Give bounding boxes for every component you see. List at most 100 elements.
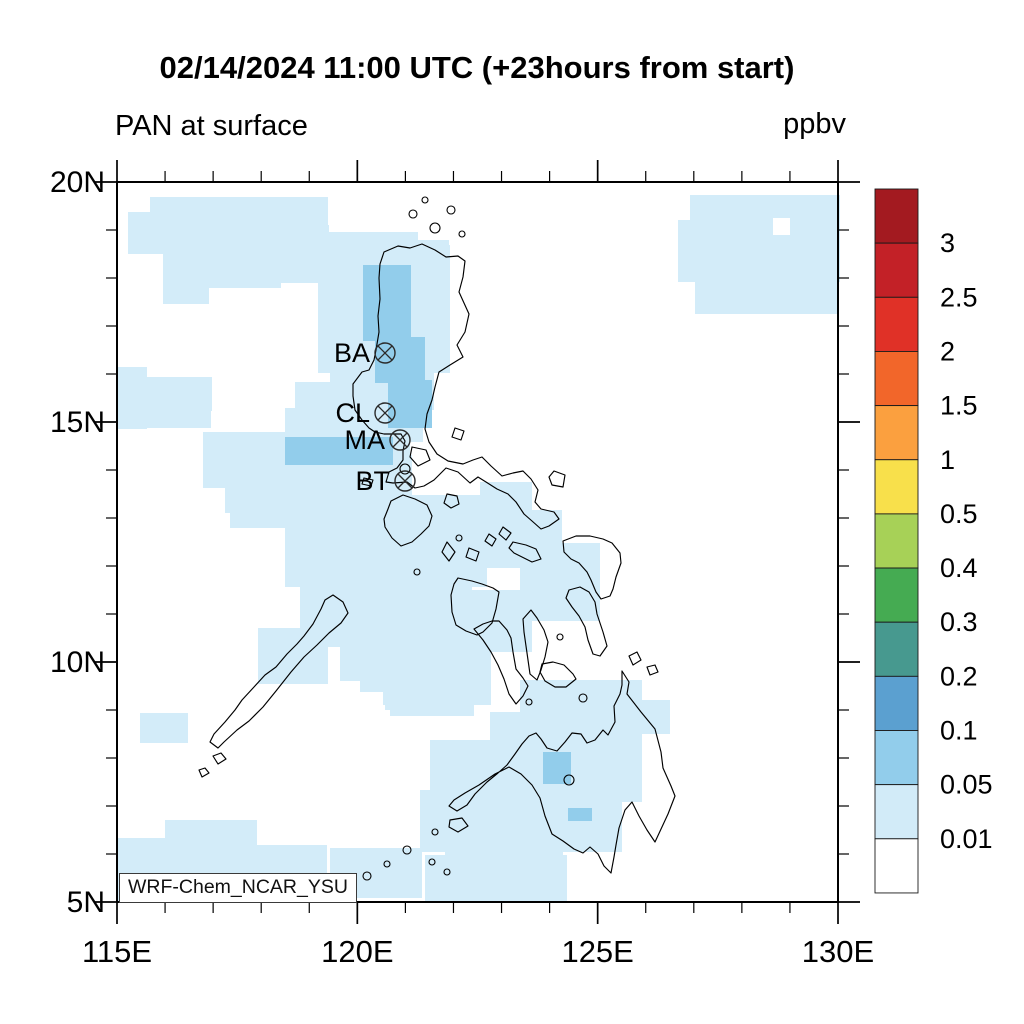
island-outline: [383, 860, 391, 868]
colorbar-level-label: 0.2: [940, 661, 978, 691]
pan-cell-light: [470, 590, 532, 652]
station-marker-cross: [397, 473, 413, 489]
coastline-path: [498, 526, 512, 541]
station-marker-BA: [374, 342, 396, 364]
lon-tick-label: 125E: [561, 934, 633, 969]
colorbar-segment: [874, 513, 919, 569]
pan-cell-medium: [388, 380, 432, 428]
colorbar-level-label: 3: [940, 228, 955, 258]
island-outline: [446, 205, 456, 215]
coastline-path: [508, 541, 542, 563]
pan-cell-medium: [285, 437, 393, 465]
coastline-path: [383, 494, 433, 547]
island-outline: [421, 196, 429, 204]
colorbar-segment: [874, 405, 919, 461]
island-outline: [443, 868, 451, 876]
island-outline: [399, 463, 411, 475]
colorbar-segment: [874, 242, 919, 298]
coastline-path: [450, 577, 500, 636]
coastline-path: [409, 446, 431, 467]
colorbar-level-label: 0.1: [940, 716, 978, 746]
station-marker-cross: [377, 345, 393, 361]
coastline-path: [441, 541, 456, 562]
pan-cell-light: [258, 628, 328, 684]
colorbar-level-label: 0.5: [940, 499, 978, 529]
pan-cell-light: [415, 250, 449, 312]
colorbar-segment: [874, 296, 919, 352]
colorbar-level-label: 1.5: [940, 391, 978, 421]
pan-cell-medium: [568, 808, 592, 821]
coastline-path: [539, 661, 577, 688]
island-outline: [563, 774, 575, 786]
island-outline: [556, 633, 564, 641]
pan-cell-medium: [543, 752, 571, 784]
map-frame: [116, 181, 839, 903]
island-outline: [362, 871, 372, 881]
units-label: ppbv: [783, 108, 846, 140]
pan-cell-light: [285, 525, 487, 587]
station-marker-MA: [389, 429, 411, 451]
pan-cell-light: [520, 543, 600, 621]
coastline-path: [548, 470, 566, 488]
lon-tick-label: 120E: [321, 934, 393, 969]
colorbar-segment: [874, 567, 919, 623]
coastline-path: [209, 594, 349, 749]
colorbar-level-label: 2.5: [940, 282, 978, 312]
lat-tick-label: 5N: [67, 886, 105, 919]
coastline-path: [628, 651, 642, 666]
colorbar-segment: [874, 784, 919, 840]
coastline-path: [484, 533, 497, 547]
colorbar-level-label: 0.3: [940, 607, 978, 637]
coastline-path: [451, 427, 465, 441]
pan-cell-light: [140, 713, 188, 743]
colorbar-level-label: 2: [940, 336, 955, 366]
variable-label: PAN at surface: [115, 110, 308, 142]
station-marker-cross: [392, 432, 408, 448]
pan-cell-light: [425, 855, 567, 902]
island-outline: [429, 222, 441, 234]
pan-cell-medium: [363, 265, 411, 341]
island-outline: [455, 534, 463, 542]
colorbar-segment: [874, 351, 919, 407]
island-outline: [458, 230, 466, 238]
station-marker-CL: [374, 402, 396, 424]
island-outline: [413, 568, 421, 576]
island-outline: [431, 828, 439, 836]
lat-tick-label: 15N: [50, 406, 105, 439]
lat-tick-label: 20N: [50, 166, 105, 199]
station-marker-cross: [377, 405, 393, 421]
coastline-path: [473, 620, 529, 705]
colorbar-segment: [874, 838, 919, 894]
station-marker-BT: [394, 470, 416, 492]
colorbar-segment: [874, 675, 919, 731]
colorbar-level-label: 1: [940, 445, 955, 475]
pan-cell-light: [163, 278, 209, 304]
lon-tick-label: 115E: [82, 934, 152, 969]
island-outline: [578, 693, 588, 703]
colorbar-level-label: 0.4: [940, 553, 978, 583]
pan-cell-light: [117, 398, 211, 428]
pan-cell-light: [810, 205, 838, 287]
island-outline: [402, 845, 412, 855]
station-label-CL: CL: [335, 398, 370, 428]
island-outline: [525, 698, 533, 706]
colorbar-level-label: 0.05: [940, 770, 993, 800]
model-config-badge: WRF-Chem_NCAR_YSU: [119, 873, 357, 903]
coastline-path: [646, 664, 659, 676]
colorbar-segment: [874, 730, 919, 786]
coastline-path: [352, 243, 560, 530]
lat-tick-label: 10N: [50, 646, 105, 679]
coastline-path: [212, 752, 227, 765]
colorbar-level-label: 0.01: [940, 824, 993, 854]
island-outline: [408, 209, 418, 219]
pan-cell-medium: [375, 337, 425, 383]
coastline-path: [565, 586, 608, 657]
colorbar-segment: [874, 621, 919, 677]
island-outline: [428, 858, 436, 866]
pan-cell-blank: [773, 218, 790, 235]
station-label-BA: BA: [334, 338, 370, 368]
coastline-path: [198, 767, 210, 778]
colorbar-segment: [874, 188, 919, 244]
